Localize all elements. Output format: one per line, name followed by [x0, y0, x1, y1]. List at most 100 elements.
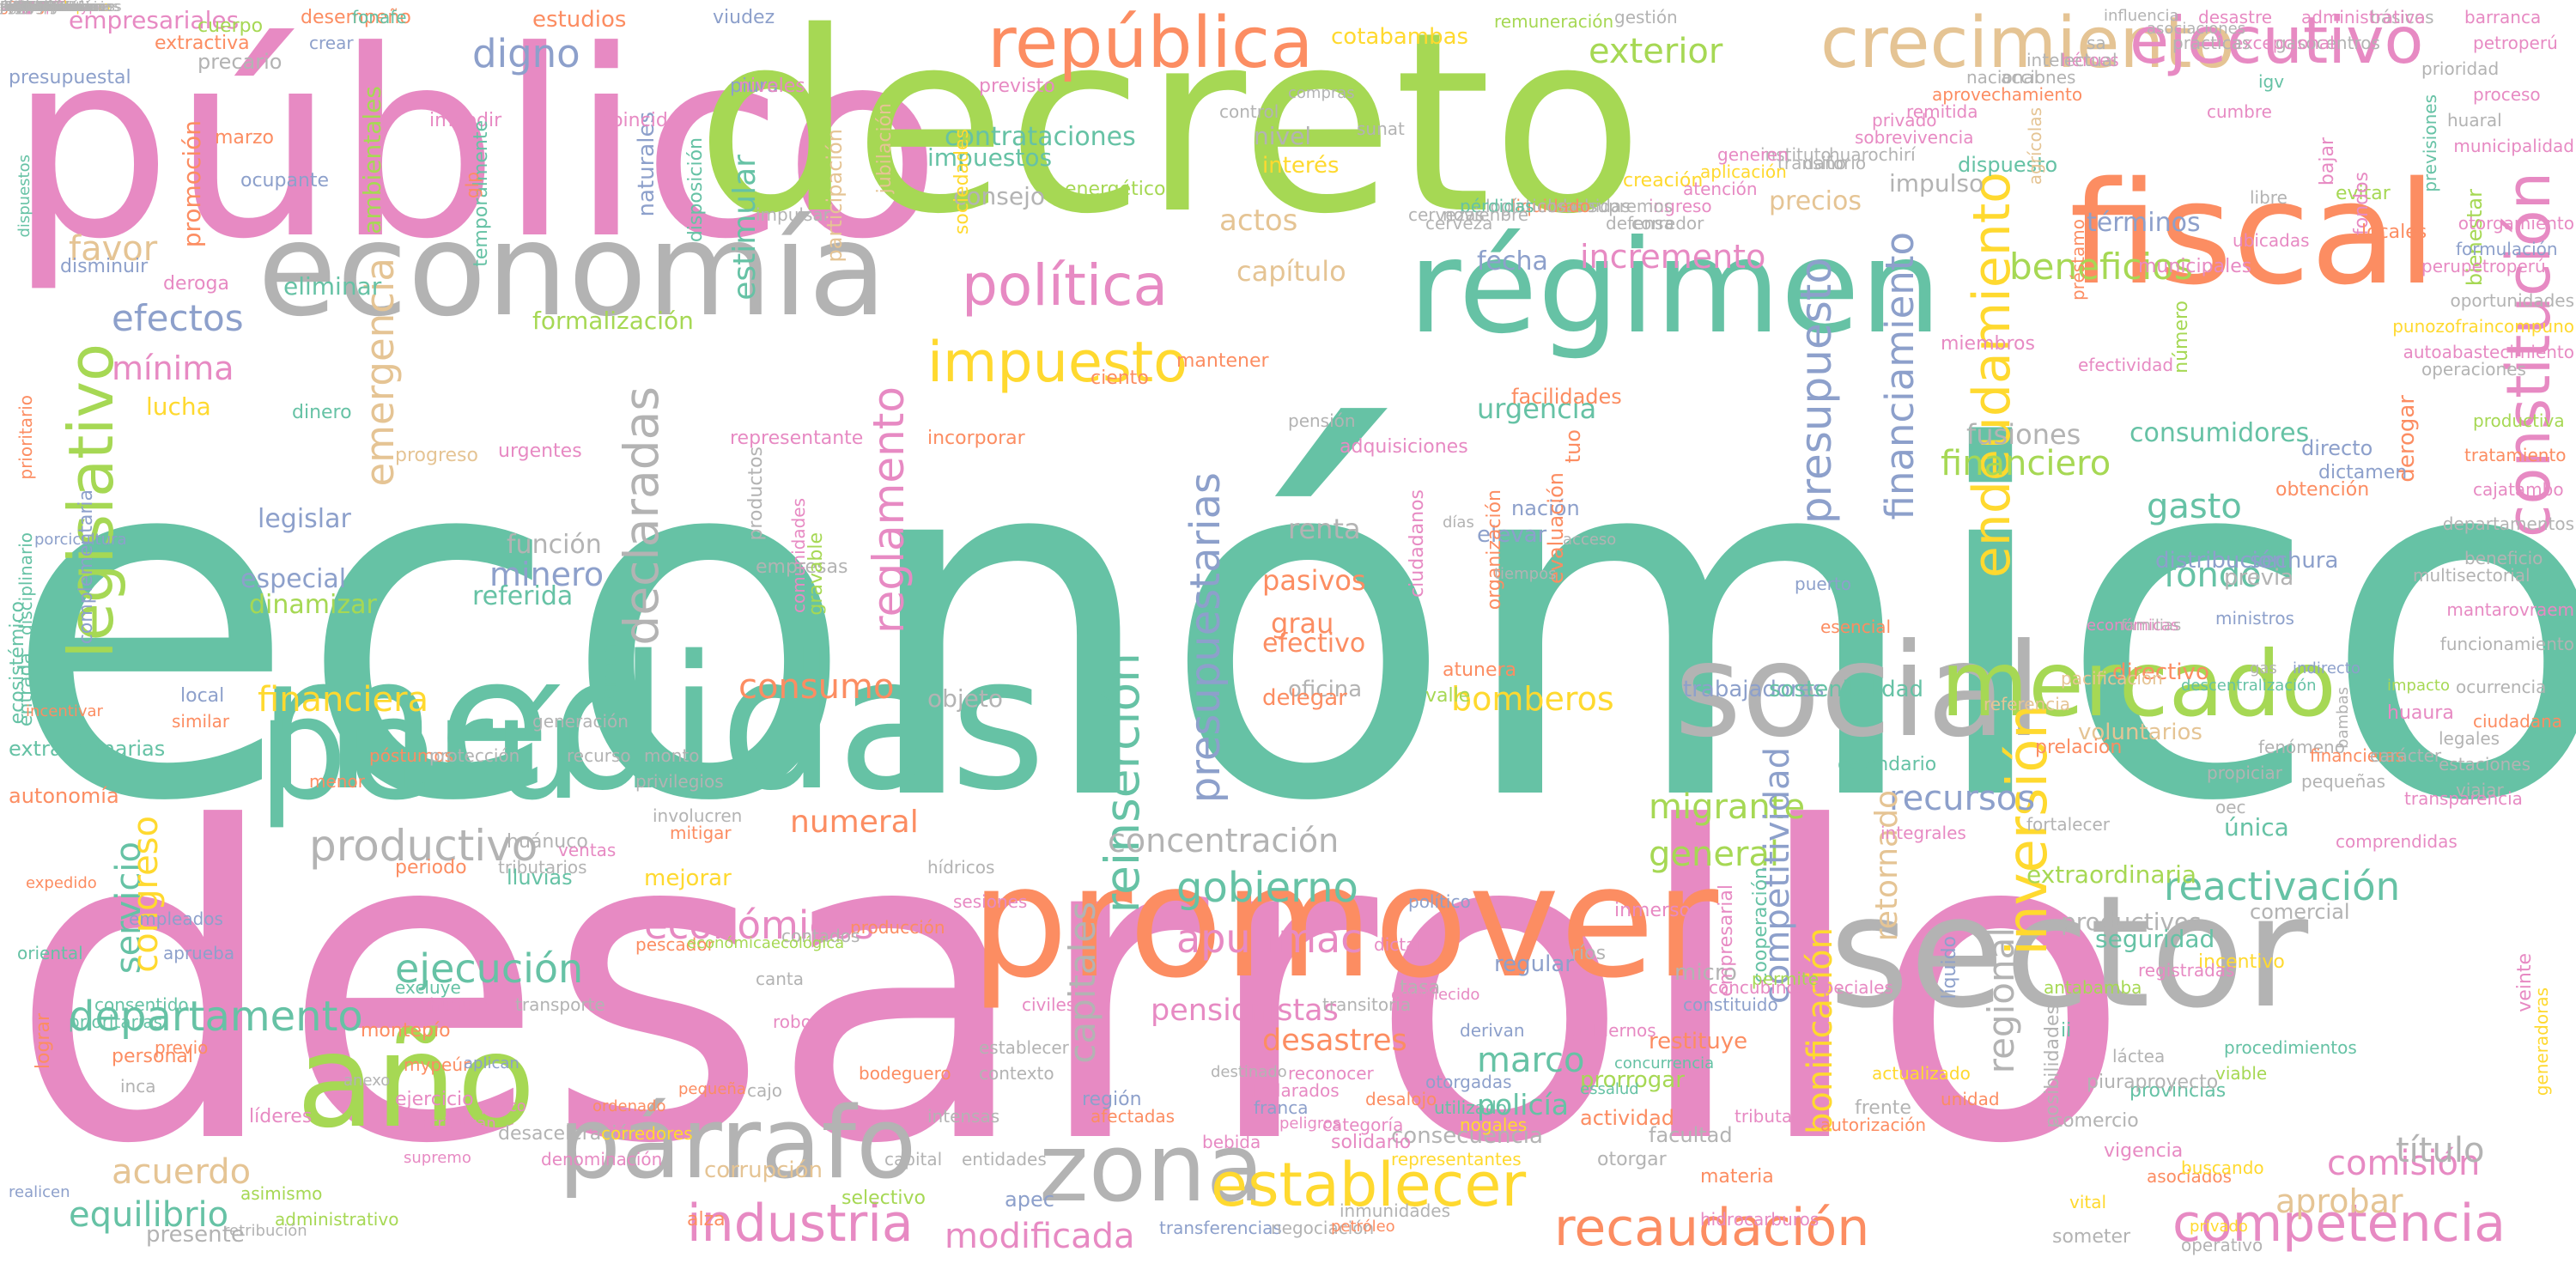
- word-internacionales: internacionales: [0, 0, 106, 15]
- word-extraordinarias: extraordinarias: [9, 737, 166, 761]
- word-lluvias: lluvias: [507, 866, 573, 890]
- word-mercado: mercado: [1941, 632, 2336, 737]
- word-presente: presente: [146, 1222, 245, 1248]
- word-registradas: registradas: [2138, 960, 2235, 981]
- word-huaura: huaura: [2387, 702, 2454, 724]
- word-plan: plan: [0, 0, 30, 15]
- word-civiles: civiles: [1022, 994, 1076, 1015]
- word-renta: renta: [1288, 513, 1361, 545]
- word-aportes: aportes: [0, 0, 52, 15]
- word-efectos: efectos: [112, 297, 244, 339]
- word-inicial: inicial: [0, 0, 40, 15]
- word-pequenas: pequeñas: [2301, 771, 2386, 792]
- word-limita: limita: [0, 0, 39, 15]
- word-presupuestal: presupuestal: [9, 67, 131, 88]
- word-comunidades: comunidades: [788, 498, 809, 613]
- word-dictamen: dictamen: [2318, 462, 2408, 483]
- word-prorrogar: prorrogar: [1580, 1067, 1685, 1093]
- word-operaciones: operaciones: [2421, 359, 2526, 380]
- word-competencia: competencia: [2172, 1194, 2506, 1254]
- word-incentivar: incentivar: [26, 702, 103, 720]
- word-recomendaciones: recomendaciones: [0, 0, 122, 15]
- word-nacional: nacional: [1966, 67, 2039, 88]
- word-alza: alza: [687, 1209, 726, 1230]
- word-similar: similar: [172, 711, 230, 732]
- word-acciones: acciones: [2001, 67, 2076, 88]
- word-admision: admisión: [0, 0, 63, 15]
- word-derivan: derivan: [1460, 1020, 1525, 1041]
- word-indecopi: indecopi: [0, 0, 58, 15]
- word-artificiales: artificiales: [0, 0, 71, 15]
- word-consecuencia: consecuencia: [1391, 1123, 1543, 1149]
- word-libre: libre: [2250, 187, 2287, 208]
- word-productiva: productiva: [2473, 410, 2565, 431]
- word-supremos: supremos: [1589, 196, 1674, 216]
- word-cambios: cambios: [0, 0, 58, 15]
- word-organica: orgánica: [0, 0, 60, 15]
- word-deudas: deudas: [0, 0, 51, 15]
- word-armadas: armadas: [0, 0, 60, 15]
- word-basicos: básicos: [2370, 7, 2434, 27]
- word-sechura: sechura: [2250, 548, 2339, 574]
- word-exencion: exención: [0, 0, 62, 15]
- word-pais: país: [0, 0, 28, 15]
- word-mantener: mantener: [1176, 350, 1269, 372]
- word-impedir: impedir: [429, 110, 502, 131]
- word-ministros: ministros: [2215, 608, 2294, 629]
- word-productos: productos: [745, 447, 767, 541]
- word-pacificacion: pacificación: [2061, 668, 2163, 689]
- word-dinamizar: dinamizar: [249, 590, 377, 620]
- word-ambientales: ambientales: [358, 86, 386, 234]
- word-departamento: departamento: [69, 993, 363, 1041]
- word-incremento: incremento: [1580, 238, 1766, 276]
- word-lograr: lograr: [33, 1013, 54, 1070]
- word-marco: marco: [1477, 1041, 1585, 1080]
- word-consumidores: consumidores: [2129, 418, 2310, 448]
- word-sesiones: sesiones: [953, 891, 1028, 912]
- word-bomberos: bomberos: [1451, 680, 1614, 718]
- word-reinsercion: reinserción: [1095, 653, 1150, 914]
- word-populares: populares: [0, 0, 68, 15]
- word-aprovechamiento: aprovechamiento: [1932, 84, 2083, 105]
- word-fecha: fecha: [1477, 246, 1548, 276]
- word-local: local: [180, 685, 225, 707]
- word-representante: representante: [730, 428, 864, 449]
- word-exterior: exterior: [1589, 32, 1723, 71]
- word-productivos: productivos: [2061, 908, 2202, 936]
- word-seguridad: seguridad: [2095, 925, 2215, 953]
- word-ciudadanos: ciudadanos: [1406, 489, 1428, 598]
- word-acceso: acceso: [1563, 531, 1617, 549]
- word-grau: grau: [1271, 607, 1334, 640]
- word-precios: precios: [1769, 186, 1862, 216]
- word-practicas: prácticas: [2172, 33, 2251, 53]
- word-previsto: previsto: [979, 76, 1055, 97]
- word-vigencia: vigencia: [2104, 1140, 2184, 1162]
- word-generen: generen: [1717, 144, 1789, 165]
- word-causadas: causadas: [0, 0, 65, 15]
- word-oficina: oficina: [1288, 677, 1363, 702]
- word-hidrico: hídrico: [0, 0, 47, 15]
- word-permitiendo: permitiendo: [0, 0, 83, 15]
- word-patrimonio: patrimonio: [0, 0, 76, 15]
- word-perdidas: pérdidas: [1460, 196, 1534, 216]
- word-piuraproyecto: piuraproyecto: [2087, 1072, 2219, 1093]
- word-mitigar: mitigar: [670, 823, 732, 843]
- word-especiales: especiales: [1803, 977, 1893, 998]
- word-once: once: [0, 0, 33, 15]
- word-categoria: categoría: [1322, 1115, 1404, 1135]
- word-departamentos: departamentos: [2442, 513, 2574, 534]
- word-precario: precario: [197, 50, 283, 74]
- word-fusiones: fusiones: [1966, 418, 2081, 451]
- word-control: control: [1219, 101, 1279, 122]
- word-dispuestos: dispuestos: [15, 155, 33, 238]
- word-denominacion: denominación: [541, 1149, 663, 1170]
- word-cajo: cajo: [747, 1080, 783, 1101]
- word-riesgo: riesgo: [0, 0, 43, 15]
- word-distribucion: distribución: [2155, 548, 2287, 574]
- word-ciento: ciento: [1091, 368, 1149, 389]
- word-peru: perú: [258, 666, 583, 831]
- word-nang: nang: [0, 0, 35, 15]
- word-literal: literal: [0, 0, 39, 15]
- word-empresas: empresas: [756, 556, 848, 578]
- word-generacion: generación: [532, 711, 629, 732]
